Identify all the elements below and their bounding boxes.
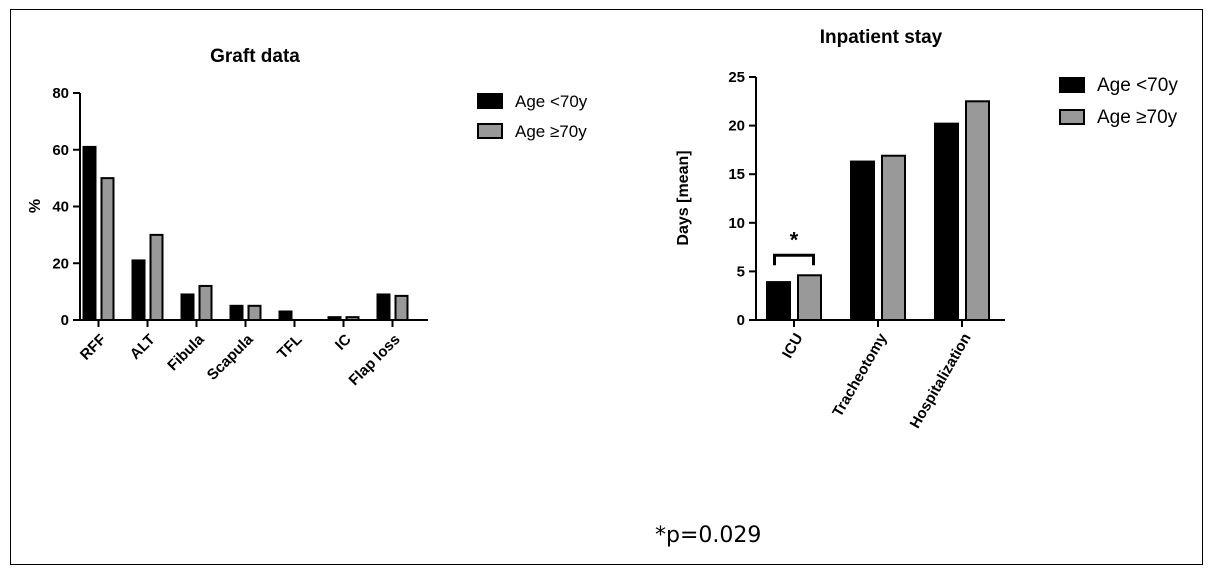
y-tick-label: 10: [728, 215, 745, 232]
bar-ic-series-0: [327, 316, 342, 322]
x-tick-label-tfl: TFL: [274, 331, 305, 362]
x-tick-label-icu: ICU: [779, 331, 807, 362]
legend-label-series-0: Age <70y: [1097, 75, 1178, 96]
y-tick-label: 0: [61, 312, 69, 329]
footnote: *p=0.029: [655, 523, 762, 548]
y-tick-label: 60: [52, 142, 69, 159]
significance-marker: *: [790, 227, 799, 252]
legend-swatch-series-0: [477, 93, 503, 109]
bar-tracheotomy-series-0: [850, 160, 875, 321]
x-tick-label-scapula: Scapula: [204, 331, 257, 384]
legend-label-series-1: Age ≥70y: [1097, 107, 1178, 128]
bar-icu-series-0: [766, 281, 791, 322]
y-tick-label: 20: [52, 255, 69, 272]
y-tick-label: 25: [728, 69, 745, 86]
x-tick-label-fibula: Fibula: [164, 331, 208, 375]
bar-tfl-series-0: [278, 310, 293, 321]
bar-fibula-series-1: [198, 284, 213, 322]
chart-title: Graft data: [210, 46, 300, 67]
y-axis-label: %: [27, 199, 44, 213]
bar-rff-series-1: [100, 177, 115, 321]
y-axis-label: Days [mean]: [675, 150, 692, 245]
bar-flap-loss-series-1: [394, 294, 409, 322]
x-tick-label-alt: ALT: [127, 331, 159, 363]
bar-alt-series-1: [149, 233, 164, 321]
bar-flap-loss-series-0: [376, 293, 391, 321]
bar-hospitalization-series-1: [965, 100, 990, 321]
bar-scapula-series-1: [247, 304, 262, 321]
inpatient-stay-chart: Inpatient stay 0 5 10 15 20 25 Days [mean] ICU Tr…: [675, 27, 1178, 431]
bar-ic-series-1: [345, 316, 360, 322]
bar-icu-series-1: [797, 274, 822, 321]
y-tick-label: 15: [728, 166, 745, 183]
legend-swatch-series-1: [477, 123, 503, 139]
x-tick-label-hospitalization: Hospitalization: [907, 331, 975, 432]
legend-label-series-0: Age <70y: [515, 92, 588, 111]
y-tick-label: 80: [52, 85, 69, 102]
legend-label-series-1: Age ≥70y: [515, 122, 587, 141]
x-tick-label-rff: RFF: [77, 331, 110, 364]
y-tick-label: 20: [728, 118, 745, 135]
y-tick-label: 0: [737, 312, 745, 329]
chart-title: Inpatient stay: [820, 27, 943, 48]
x-tick-label-flap-loss: Flap loss: [346, 331, 404, 389]
legend-swatch-series-1: [1059, 109, 1085, 125]
bar-hospitalization-series-0: [934, 122, 959, 321]
bar-fibula-series-0: [180, 293, 195, 321]
x-tick-label-ic: IC: [332, 331, 355, 354]
bar-scapula-series-0: [229, 304, 244, 321]
figure-frame: [10, 9, 1203, 565]
significance-bracket: [773, 253, 815, 266]
bar-rff-series-0: [82, 145, 97, 321]
y-tick-label: 40: [52, 199, 69, 216]
x-tick-label-tracheotomy: Tracheotomy: [829, 330, 891, 420]
legend-swatch-series-0: [1059, 77, 1085, 93]
bar-alt-series-0: [131, 259, 146, 322]
bar-tracheotomy-series-1: [881, 154, 906, 321]
y-tick-label: 5: [737, 263, 745, 280]
